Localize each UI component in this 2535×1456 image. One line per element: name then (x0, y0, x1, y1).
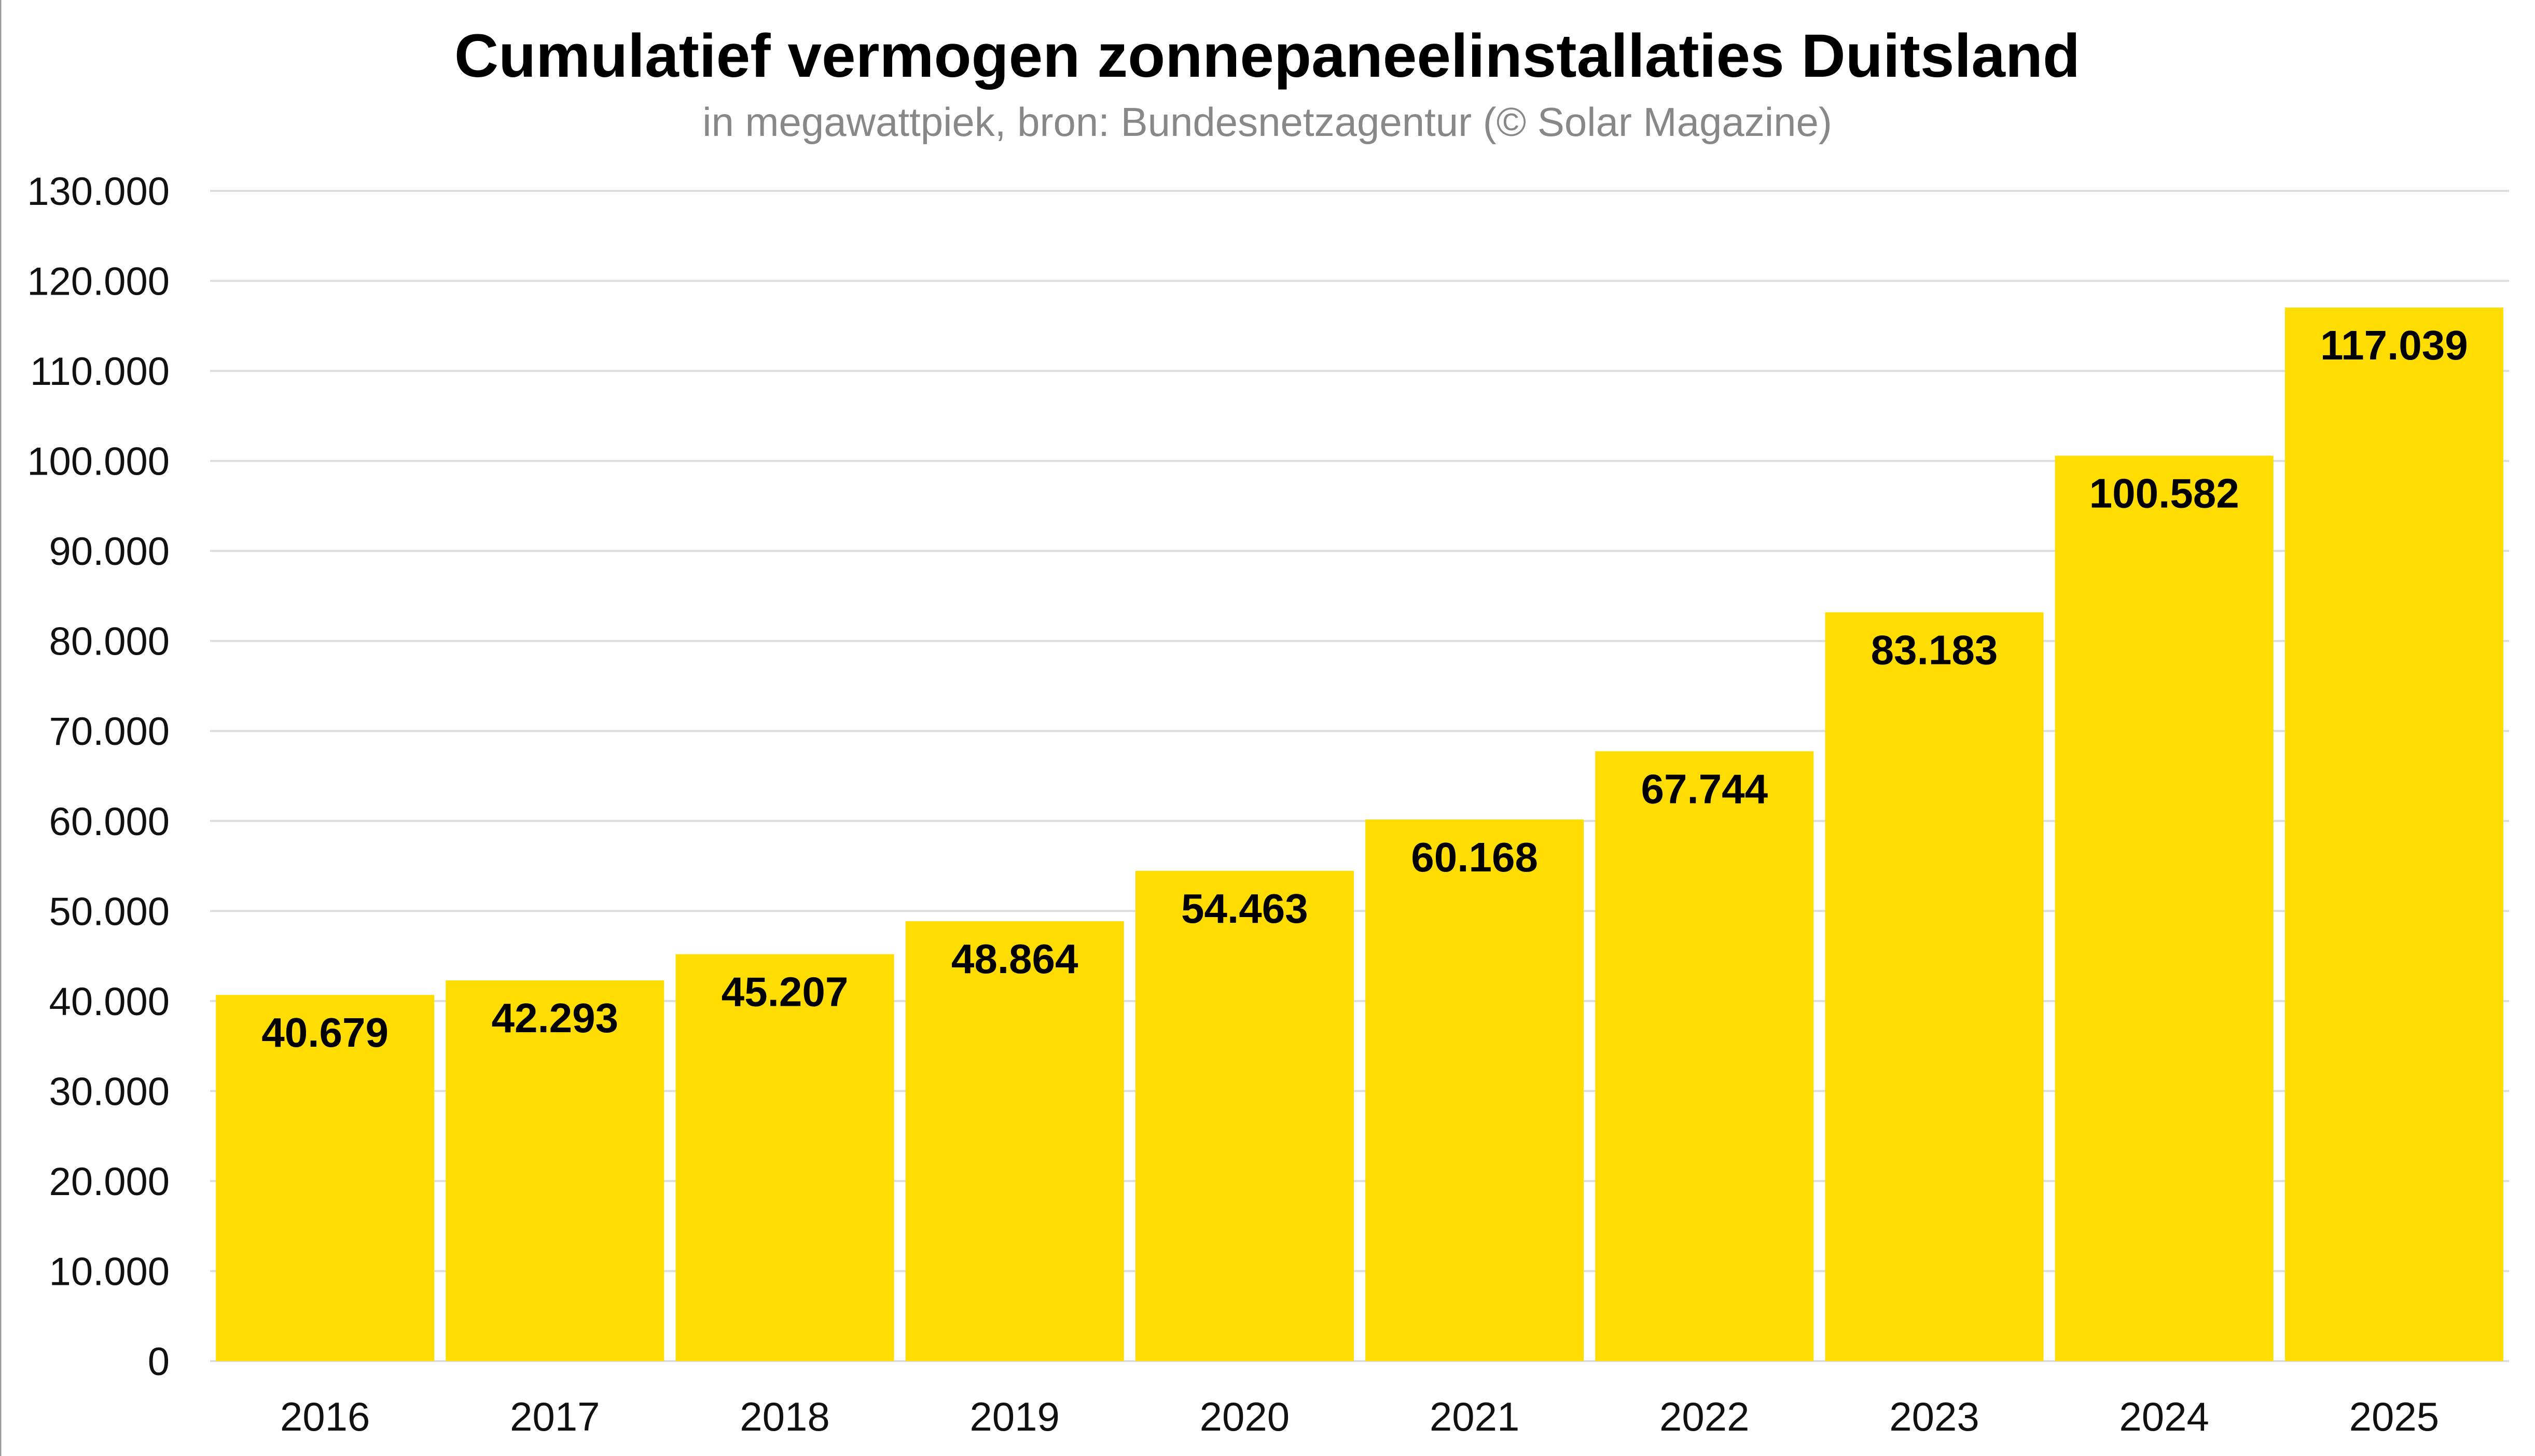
y-tick-label: 30.000 (49, 1070, 170, 1114)
bars: 40.679 42.293 45.207 48.864 54.463 60.168 67.7… (216, 307, 2503, 1362)
x-tick-label: 2016 (280, 1394, 370, 1439)
bar (216, 995, 435, 1361)
x-tick-label: 2018 (740, 1394, 830, 1439)
y-tick-label: 70.000 (49, 710, 170, 754)
y-tick-label: 50.000 (49, 890, 170, 934)
y-tick-label: 120.000 (27, 260, 170, 304)
chart-subtitle: in megawattpiek, bron: Bundesnetzagentur… (702, 99, 1832, 145)
data-label: 45.207 (722, 968, 849, 1015)
bar (1365, 819, 1584, 1361)
data-label: 54.463 (1181, 885, 1308, 932)
bar (675, 954, 894, 1361)
x-tick-label: 2017 (510, 1394, 600, 1439)
data-label: 60.168 (1411, 834, 1538, 880)
data-label: 117.039 (2320, 322, 2468, 368)
x-tick-label: 2024 (2119, 1394, 2209, 1439)
y-tick-label: 20.000 (49, 1160, 170, 1204)
y-tick-label: 0 (148, 1340, 170, 1384)
y-tick-label: 90.000 (49, 530, 170, 574)
y-tick-label: 80.000 (49, 620, 170, 664)
y-axis: 0 10.000 20.000 30.000 40.000 50.000 60.000 70.… (27, 170, 170, 1384)
x-tick-label: 2023 (1889, 1394, 1979, 1439)
bar (905, 921, 1124, 1361)
y-tick-label: 10.000 (49, 1250, 170, 1294)
data-label: 48.864 (951, 936, 1078, 982)
x-tick-label: 2025 (2349, 1394, 2440, 1439)
y-tick-label: 130.000 (27, 170, 170, 214)
x-axis: 2016 2017 2018 2019 2020 2021 2022 2023 2024 2025 (280, 1394, 2439, 1439)
y-tick-label: 40.000 (49, 980, 170, 1024)
data-label: 83.183 (1871, 627, 1998, 673)
bar (2055, 455, 2274, 1362)
bar (1135, 870, 1354, 1361)
chart-title: Cumulatief vermogen zonnepaneelinstallat… (454, 22, 2080, 90)
bar (1825, 612, 2044, 1361)
y-tick-label: 100.000 (27, 440, 170, 484)
data-label: 100.582 (2089, 470, 2239, 517)
data-label: 40.679 (261, 1009, 389, 1056)
bar (2284, 307, 2503, 1361)
x-tick-label: 2019 (969, 1394, 1060, 1439)
y-tick-label: 60.000 (49, 800, 170, 844)
data-label: 67.744 (1641, 766, 1768, 812)
x-tick-label: 2021 (1430, 1394, 1520, 1439)
bar (1595, 751, 1814, 1361)
y-tick-label: 110.000 (30, 350, 170, 394)
data-label: 42.293 (491, 995, 618, 1041)
bar (446, 980, 664, 1361)
x-tick-label: 2022 (1659, 1394, 1750, 1439)
x-tick-label: 2020 (1200, 1394, 1290, 1439)
